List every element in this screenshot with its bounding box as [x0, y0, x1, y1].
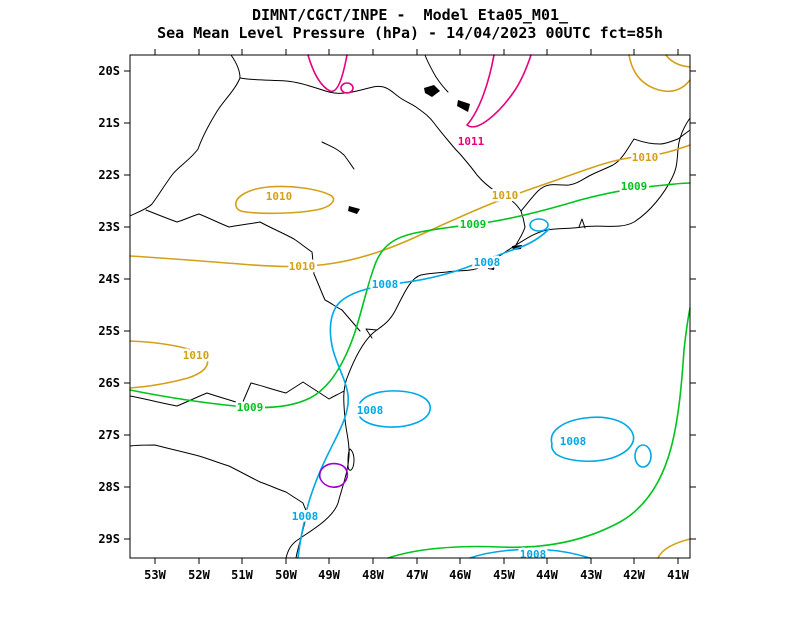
x-axis-label: 42W: [623, 568, 645, 582]
contour-label-1011: 1011: [458, 135, 485, 148]
contour-line-1008: [529, 218, 549, 232]
contour-line-1008: [550, 416, 635, 463]
contour-label-1010: 1010: [266, 190, 293, 203]
y-axis-label: 28S: [98, 480, 120, 494]
chart-title-line1: DIMNT/CGCT/INPE - Model Eta05_M01_: [252, 6, 569, 24]
map-outline: [145, 209, 361, 332]
basemap-layer: [129, 54, 691, 559]
contour-line-1009: [129, 182, 691, 409]
x-axis-label: 45W: [493, 568, 515, 582]
contour-label-1009: 1009: [621, 180, 648, 193]
contour-line-1008: [634, 444, 652, 468]
contour-label-1009: 1009: [237, 401, 264, 414]
water-body: [424, 85, 440, 97]
map-outline: [129, 54, 241, 217]
contour-label-1008: 1008: [560, 435, 587, 448]
map-outline: [285, 117, 691, 559]
y-axis-label: 23S: [98, 220, 120, 234]
contour-line-1010: [665, 54, 691, 68]
contour-line-1010: [657, 538, 691, 559]
axis-ticks-layer: [124, 49, 696, 564]
map-outline: [129, 381, 345, 407]
x-axis-label: 44W: [536, 568, 558, 582]
contour-line-1010: [129, 340, 209, 389]
contour-label-1009: 1009: [460, 218, 487, 231]
contour-line-1010: [129, 144, 691, 268]
axis-labels-layer: 53W 52W 51W 50W 49W 48W 47W 46W 45W 44W 43W 42W 41W 2…: [98, 64, 689, 582]
contour-line-1010: [628, 54, 691, 93]
x-axis-label: 53W: [144, 568, 166, 582]
contour-label-1008: 1008: [520, 548, 547, 561]
contour-line-1011: [307, 54, 348, 92]
contour-labels-layer: 1011 1010 1010 1010 1010 1010 1009 1009 1009 1008…: [180, 133, 661, 564]
x-axis-label: 41W: [667, 568, 689, 582]
contour-line-1008: [357, 390, 431, 428]
contours-layer: [129, 54, 691, 559]
map-outline: [129, 444, 308, 559]
x-axis-label: 52W: [188, 568, 210, 582]
map-outline: [578, 218, 586, 229]
x-axis-label: 46W: [449, 568, 471, 582]
contour-label-1008: 1008: [357, 404, 384, 417]
y-axis-label: 20S: [98, 64, 120, 78]
map-outline: [347, 448, 355, 471]
contour-label-1008: 1008: [292, 510, 319, 523]
x-axis-label: 43W: [580, 568, 602, 582]
water-body: [348, 206, 360, 214]
x-axis-label: 48W: [362, 568, 384, 582]
x-axis-label: 47W: [406, 568, 428, 582]
contour-label-1010: 1010: [492, 189, 519, 202]
plot-frame: [129, 54, 691, 559]
y-axis-label: 25S: [98, 324, 120, 338]
contour-label-1010: 1010: [289, 260, 316, 273]
contour-line-1009: [387, 307, 691, 559]
y-axis-label: 24S: [98, 272, 120, 286]
contour-label-1010: 1010: [183, 349, 210, 362]
y-axis-label: 27S: [98, 428, 120, 442]
contour-line-1007: [318, 462, 349, 488]
water-body: [457, 100, 470, 112]
map-outline: [365, 328, 378, 339]
map-outline: [321, 141, 355, 170]
contour-label-1008: 1008: [372, 278, 399, 291]
y-axis-label: 22S: [98, 168, 120, 182]
y-axis-label: 29S: [98, 532, 120, 546]
contour-line-1011: [466, 54, 532, 128]
chart-title-line2: Sea Mean Level Pressure (hPa) - 14/04/20…: [157, 24, 663, 42]
water-body: [488, 265, 495, 270]
y-axis-label: 21S: [98, 116, 120, 130]
contour-line-1011: [340, 82, 354, 94]
x-axis-label: 51W: [231, 568, 253, 582]
y-axis-label: 26S: [98, 376, 120, 390]
map-outline: [424, 54, 449, 93]
contour-label-1008: 1008: [474, 256, 501, 269]
map-outline: [239, 77, 522, 212]
contour-label-1010: 1010: [632, 151, 659, 164]
contour-line-1010: [235, 185, 335, 215]
x-axis-label: 50W: [275, 568, 297, 582]
x-axis-label: 49W: [318, 568, 340, 582]
contour-line-1008: [469, 548, 591, 559]
frame-layer: [129, 54, 691, 559]
map-outline: [520, 129, 691, 212]
